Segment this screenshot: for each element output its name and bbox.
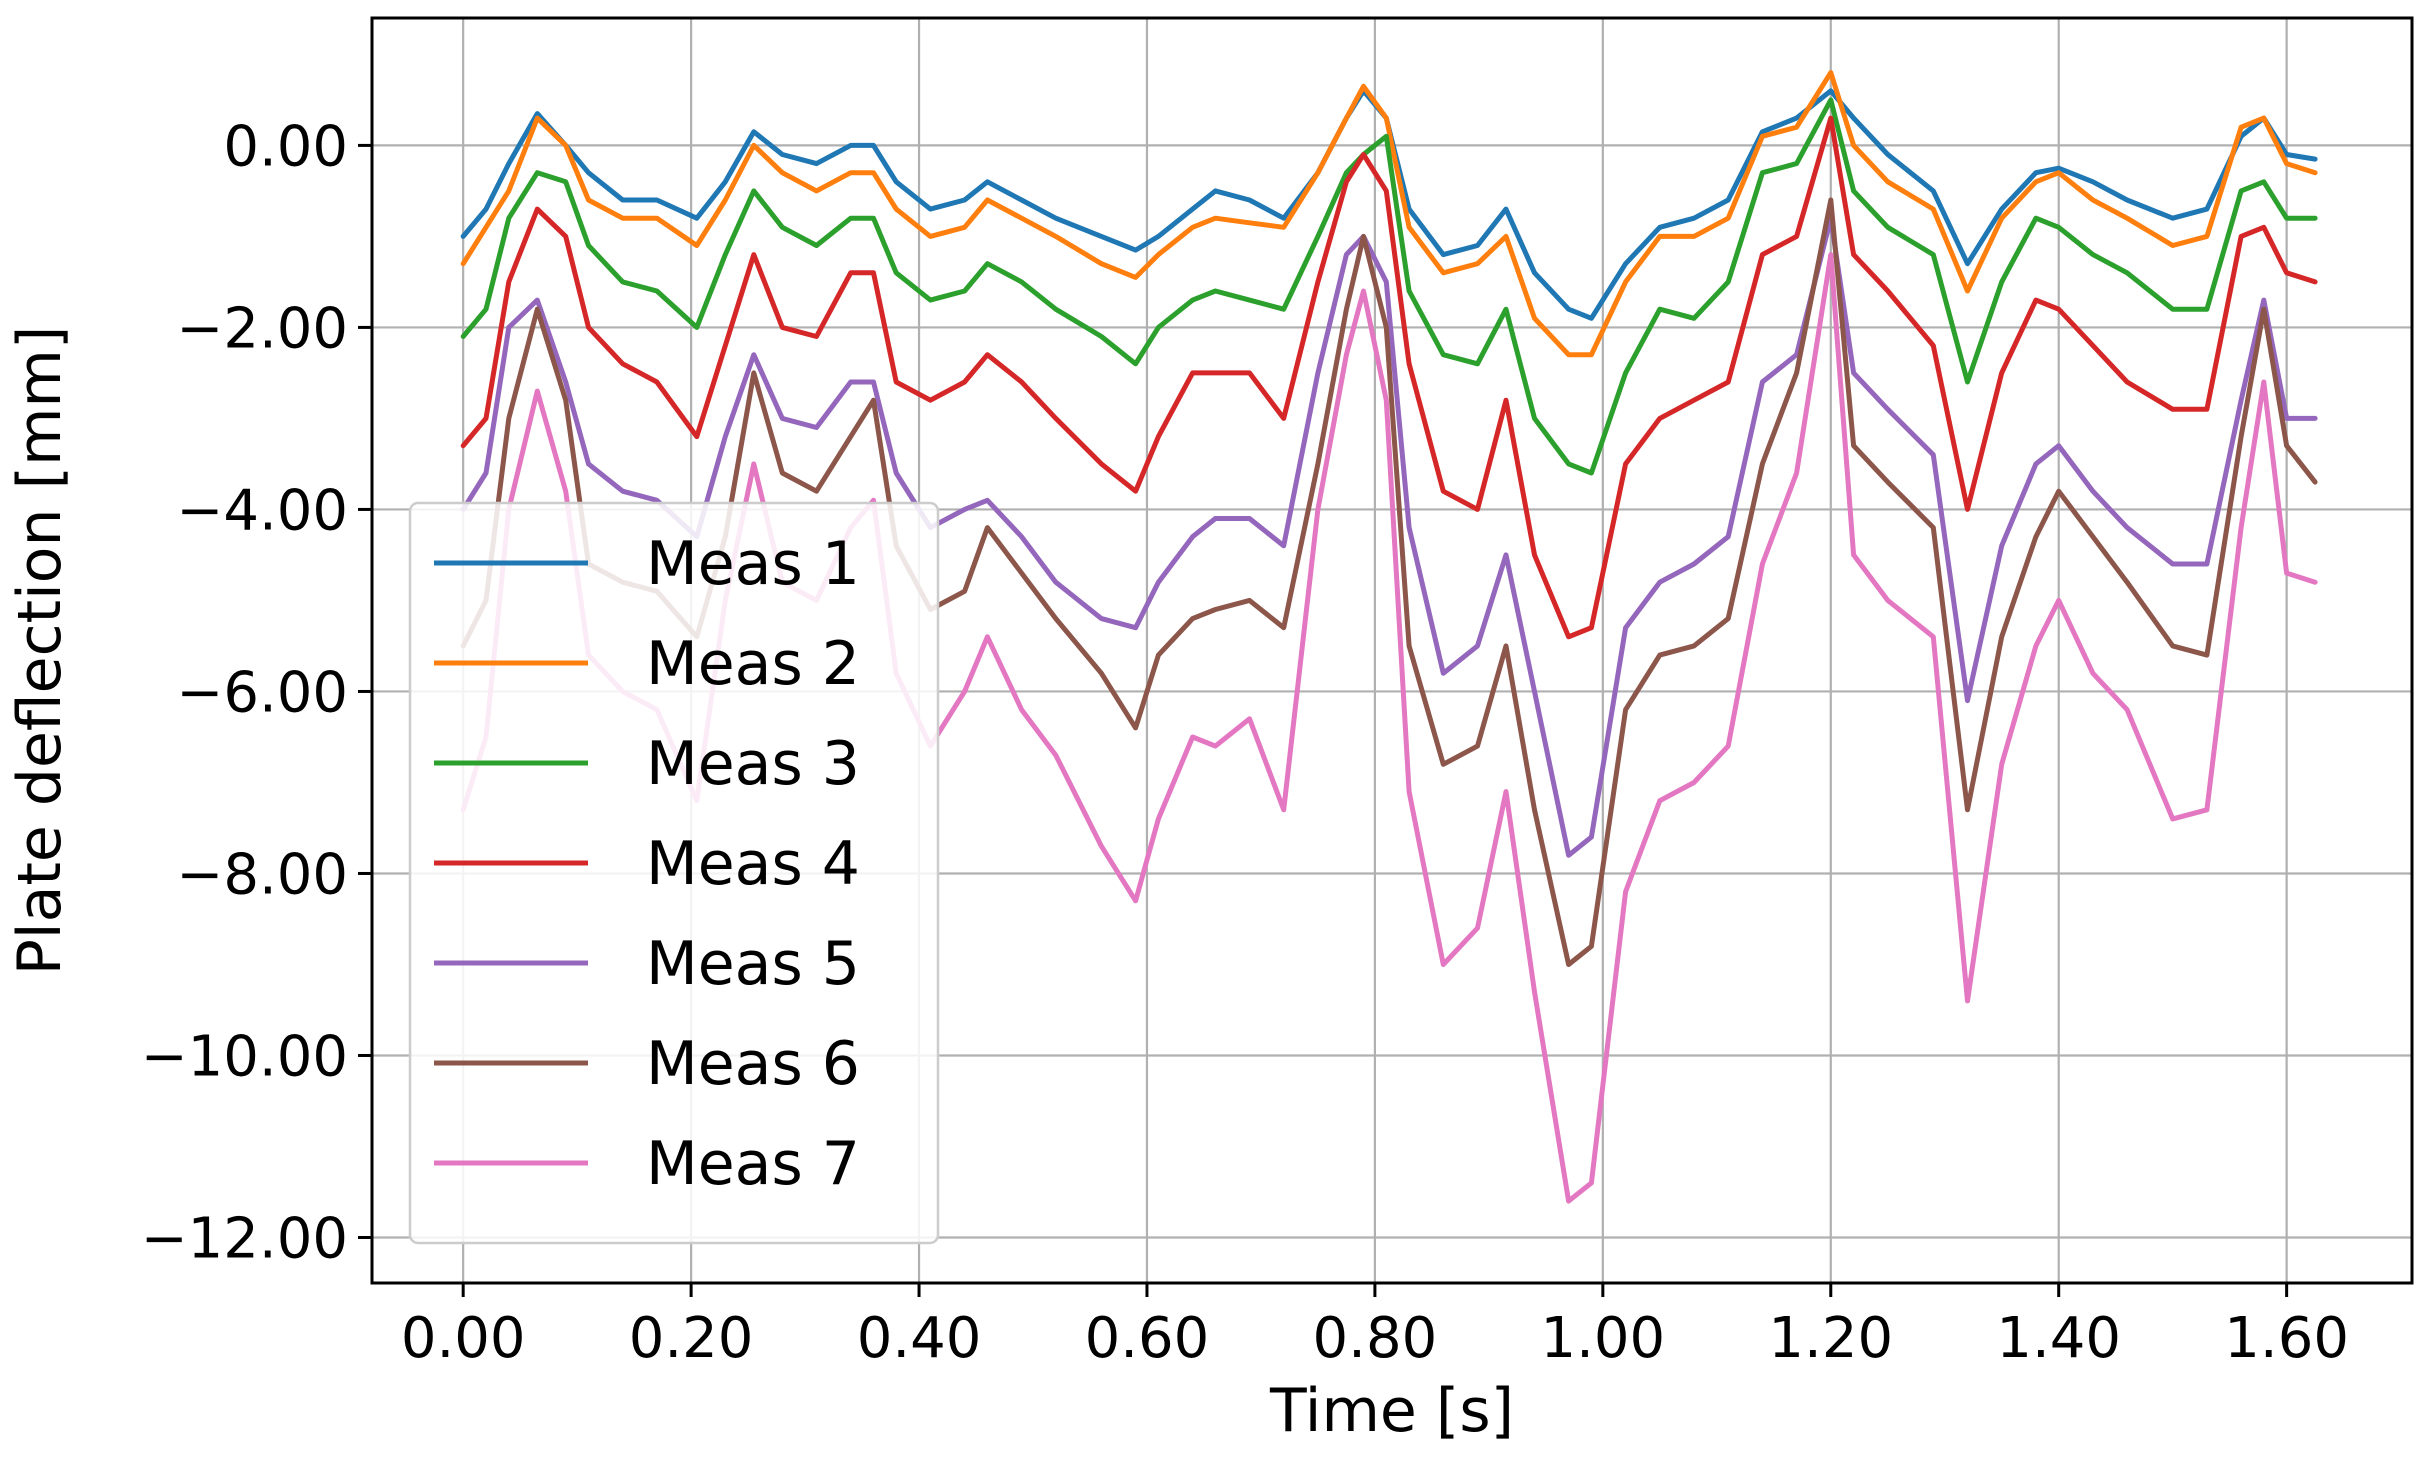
x-tick-label: 0.20 xyxy=(629,1306,754,1371)
series-line-meas-4 xyxy=(460,115,2318,640)
legend-label: Meas 6 xyxy=(646,1029,860,1099)
legend-label: Meas 3 xyxy=(646,729,860,799)
axis-ticks: 0.00 0.20 0.40 0.60 0.80 1.00 1.20 1.40 1.60 0.00… xyxy=(141,114,2349,1371)
y-tick-label: −2.00 xyxy=(176,296,348,361)
x-tick-label: 0.00 xyxy=(401,1306,526,1371)
y-tick-label: −10.00 xyxy=(141,1024,348,1089)
x-tick-label: 0.40 xyxy=(857,1306,982,1371)
plot-frame xyxy=(370,16,2414,1285)
y-tick-label: −8.00 xyxy=(176,842,348,907)
x-axis-label: Time [s] xyxy=(1269,1376,1514,1446)
legend-label: Meas 1 xyxy=(646,529,860,599)
series-line-meas-2 xyxy=(460,70,2318,358)
y-tick-label: −6.00 xyxy=(176,660,348,725)
x-tick-label: 1.00 xyxy=(1540,1306,1665,1371)
y-tick-label: −4.00 xyxy=(176,478,348,543)
legend: Meas 1 Meas 2 Meas 3 Meas 4 Meas 5 Meas 6 Meas… xyxy=(408,501,940,1245)
legend-label: Meas 2 xyxy=(646,629,860,699)
series-lines xyxy=(460,70,2318,1204)
legend-box xyxy=(408,501,940,1245)
series-line-meas-6 xyxy=(460,197,2318,967)
x-tick-label: 0.80 xyxy=(1313,1306,1438,1371)
x-tick-label: 0.60 xyxy=(1085,1306,1210,1371)
legend-label: Meas 7 xyxy=(646,1129,860,1199)
x-tick-label: 1.40 xyxy=(1996,1306,2121,1371)
x-tick-label: 1.20 xyxy=(1768,1306,1893,1371)
x-tick-label: 1.60 xyxy=(2224,1306,2349,1371)
series-line-meas-7 xyxy=(460,252,2318,1204)
legend-label: Meas 5 xyxy=(646,929,860,999)
legend-label: Meas 4 xyxy=(646,829,860,899)
y-tick-label: −12.00 xyxy=(141,1206,348,1271)
y-tick-label: 0.00 xyxy=(223,114,348,179)
y-axis-label: Plate deflection [mm] xyxy=(5,326,75,976)
